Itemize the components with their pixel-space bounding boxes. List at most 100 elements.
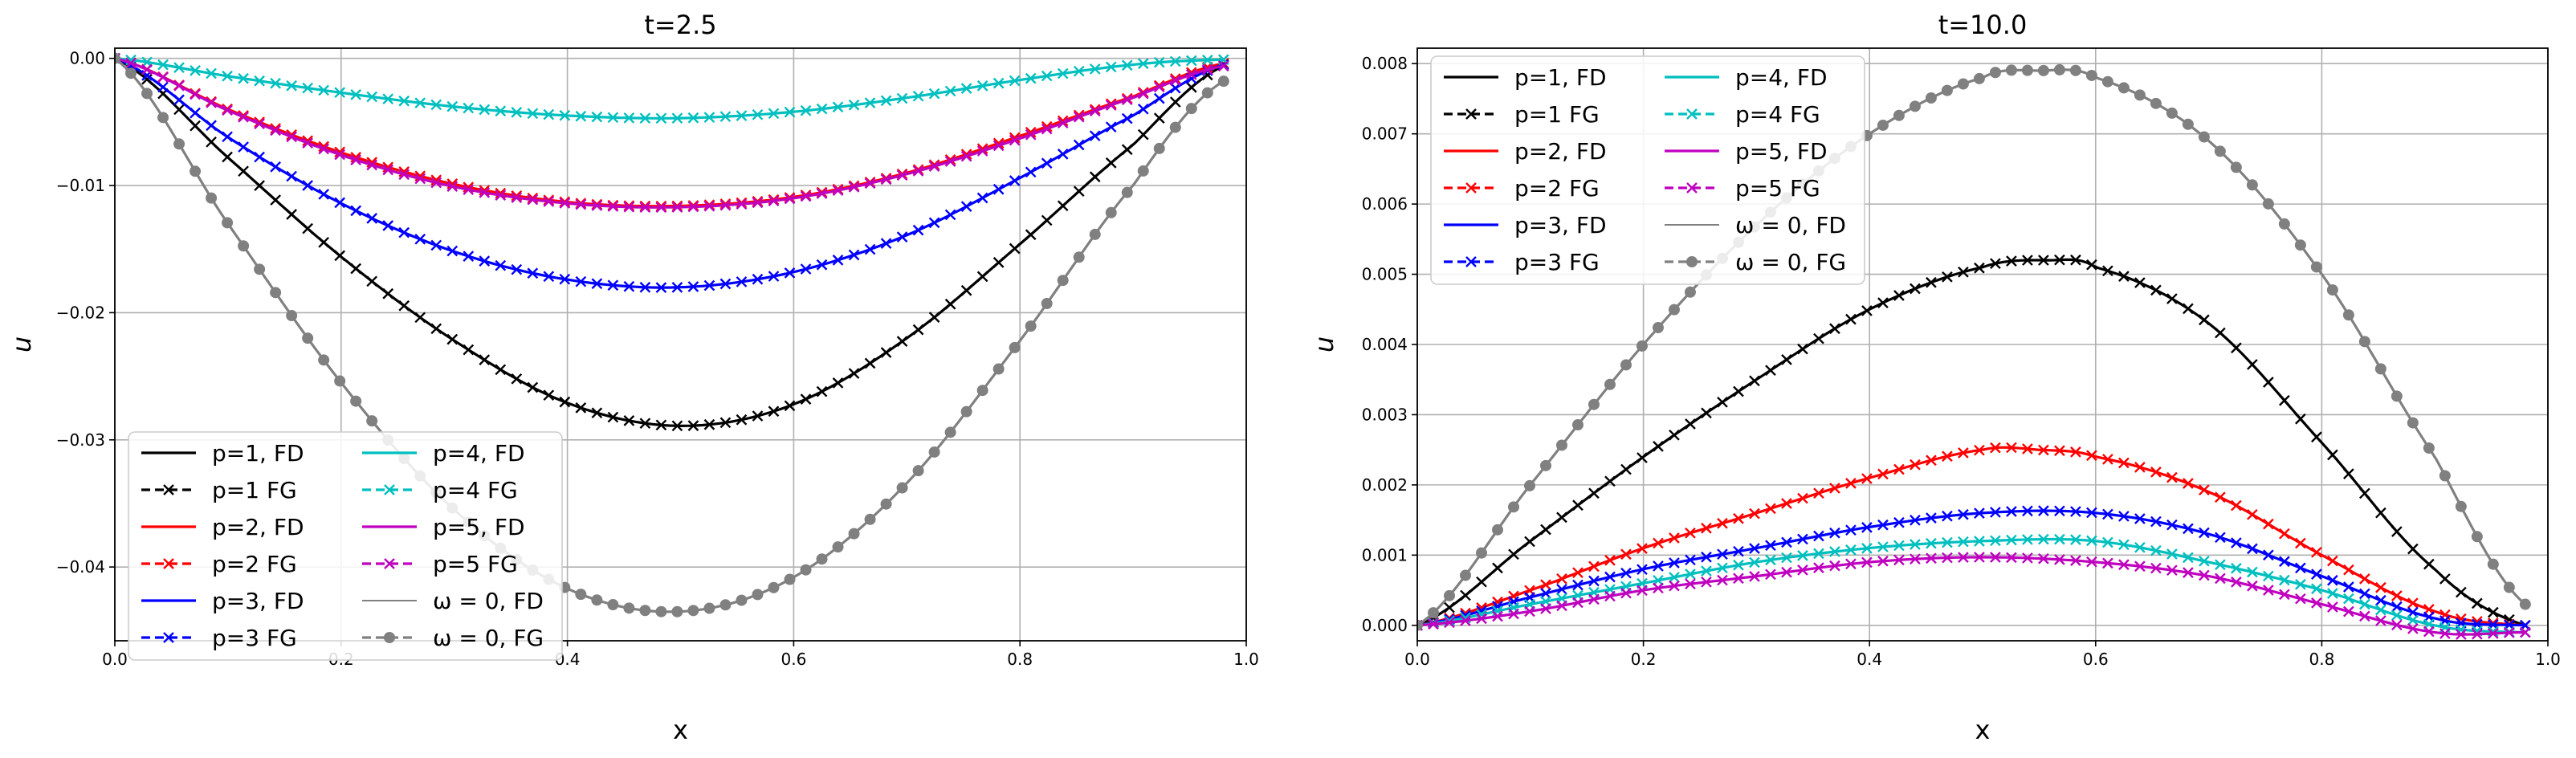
data-point xyxy=(912,465,924,477)
data-point xyxy=(1877,119,1889,131)
data-point xyxy=(1829,483,1840,494)
data-point xyxy=(816,553,828,565)
data-point xyxy=(912,90,924,102)
data-point xyxy=(398,226,410,238)
x-tick-label: 0.8 xyxy=(1007,650,1033,669)
y-tick-label: 0.006 xyxy=(1362,194,1408,214)
x-tick-label: 0.0 xyxy=(1404,650,1430,669)
data-point xyxy=(1845,313,1857,325)
data-point xyxy=(1925,92,1937,104)
data-point xyxy=(1942,536,1953,548)
data-point xyxy=(2198,131,2210,143)
data-point xyxy=(2199,569,2210,581)
data-point xyxy=(125,57,137,69)
data-point xyxy=(800,190,812,202)
data-point xyxy=(479,354,491,366)
data-point xyxy=(1861,543,1873,554)
data-point xyxy=(463,344,475,356)
data-point xyxy=(115,52,120,64)
data-point xyxy=(687,420,699,431)
data-point xyxy=(2343,581,2354,593)
data-point xyxy=(960,284,972,296)
data-point xyxy=(1009,175,1021,186)
data-point xyxy=(1476,576,1487,588)
data-point xyxy=(591,594,603,606)
data-point xyxy=(2053,63,2065,75)
data-point xyxy=(206,97,217,108)
y-tick-label: 0.002 xyxy=(1362,475,1408,495)
data-point xyxy=(768,195,780,207)
y-tick-label: 0.008 xyxy=(1362,54,1408,73)
data-point xyxy=(2054,445,2065,457)
data-point xyxy=(1942,552,1953,564)
data-point xyxy=(623,280,635,292)
series-line xyxy=(1417,68,2526,627)
data-point xyxy=(1201,54,1213,66)
axes-frame xyxy=(114,47,1247,642)
legend-marker xyxy=(163,558,174,569)
x-tick-label: 0.4 xyxy=(1857,650,1882,669)
data-point xyxy=(687,605,699,617)
data-point xyxy=(1669,572,1680,583)
data-point xyxy=(1459,569,1471,581)
data-point xyxy=(1893,554,1905,566)
data-point xyxy=(2343,468,2354,479)
data-point xyxy=(1990,442,2001,454)
data-point xyxy=(1861,522,1873,533)
data-point xyxy=(2118,271,2130,282)
data-point xyxy=(2102,454,2113,465)
data-point xyxy=(2359,588,2370,600)
data-point xyxy=(2295,537,2306,549)
data-point xyxy=(302,332,314,344)
series-line xyxy=(1417,258,2526,627)
data-point xyxy=(1041,70,1053,82)
data-point xyxy=(2487,606,2499,618)
data-point xyxy=(2342,309,2354,321)
data-point xyxy=(736,198,748,210)
data-point xyxy=(1620,587,1632,599)
data-point xyxy=(591,200,603,211)
data-point xyxy=(2472,597,2483,609)
data-point xyxy=(1121,186,1133,198)
data-point xyxy=(2519,626,2531,638)
data-point xyxy=(671,202,683,213)
data-point xyxy=(703,418,715,430)
data-point xyxy=(2006,506,2017,517)
data-point xyxy=(2215,491,2226,503)
series-line xyxy=(1417,446,2525,627)
data-point xyxy=(206,67,217,79)
data-point xyxy=(992,363,1005,375)
data-point xyxy=(944,85,956,97)
data-point xyxy=(350,154,362,165)
data-point xyxy=(2456,624,2467,635)
data-point xyxy=(1137,165,1149,177)
data-point xyxy=(1169,96,1181,108)
data-point xyxy=(2199,314,2210,326)
series-line xyxy=(115,57,1225,209)
data-point xyxy=(2231,577,2242,588)
data-point xyxy=(157,71,169,84)
data-point xyxy=(2279,556,2290,568)
data-point xyxy=(1765,554,1776,566)
data-point xyxy=(2487,558,2499,570)
data-point xyxy=(1749,556,1760,568)
data-point xyxy=(1025,166,1037,178)
data-point xyxy=(687,281,699,292)
data-point xyxy=(2054,554,2065,565)
data-point xyxy=(302,82,313,94)
data-point xyxy=(2311,546,2322,558)
data-point xyxy=(800,393,812,405)
data-point xyxy=(976,80,988,92)
data-point xyxy=(2311,568,2322,580)
y-tick-label: 0.007 xyxy=(1362,124,1408,144)
data-point xyxy=(1153,142,1165,154)
data-point xyxy=(2407,597,2419,609)
data-point xyxy=(976,271,988,283)
data-point xyxy=(2006,534,2017,546)
data-point xyxy=(1540,588,1551,599)
legend: p=1, FD p=1 FG p=2, FD p=2 FG p=3, FD p=3 FG p… xyxy=(1430,55,1865,285)
data-point xyxy=(1701,576,1712,588)
data-point xyxy=(2359,573,2370,585)
data-point xyxy=(286,209,297,220)
